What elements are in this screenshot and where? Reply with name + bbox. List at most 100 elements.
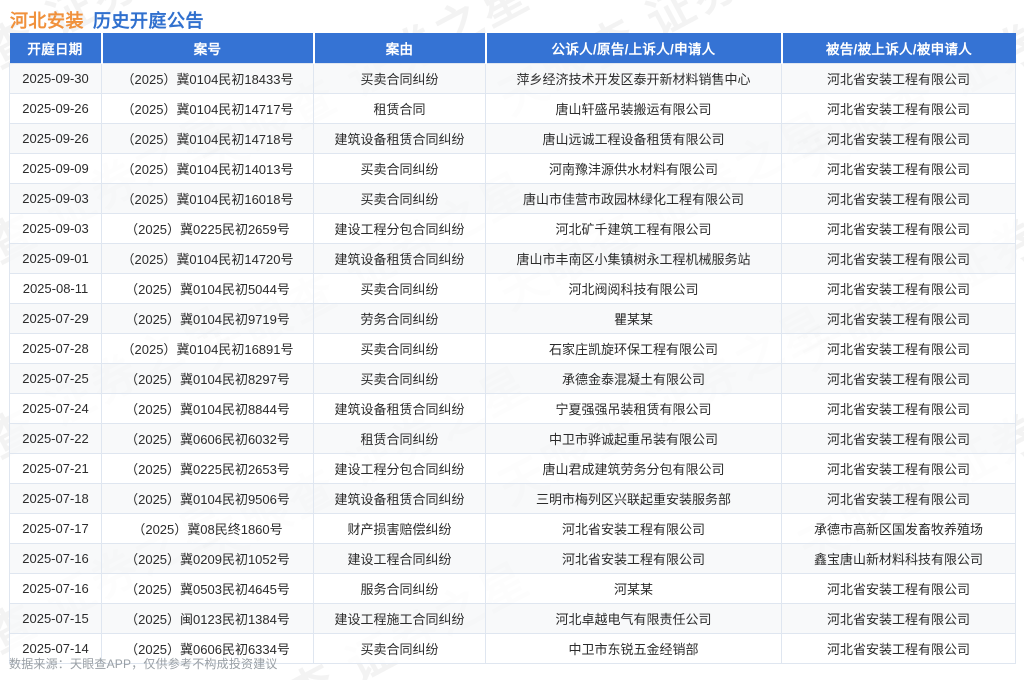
cell-case-cause: 财产损害赔偿纠纷 (313, 513, 486, 544)
cell-plaintiff: 三明市梅列区兴联起重安装服务部 (485, 483, 782, 514)
cell-case-cause: 服务合同纠纷 (313, 573, 486, 604)
table-row[interactable]: 2025-07-14 （2025）冀0606民初6334号 买卖合同纠纷 中卫市东锐五… (9, 633, 1016, 664)
table-row[interactable]: 2025-07-17 （2025）冀08民终1860号 财产损害赔偿纠纷 河北省安装工… (9, 513, 1016, 544)
table-row[interactable]: 2025-07-28 （2025）冀0104民初16891号 买卖合同纠纷 石家庄凯旋… (9, 333, 1016, 364)
cell-defendant: 河北省安装工程有限公司 (781, 333, 1016, 364)
table-row[interactable]: 2025-09-26 （2025）冀0104民初14717号 租赁合同 唐山轩盛吊装搬… (9, 93, 1016, 124)
cell-case-number: （2025）冀0104民初5044号 (101, 273, 314, 304)
table-row[interactable]: 2025-09-03 （2025）冀0225民初2659号 建设工程分包合同纠纷 河北… (9, 213, 1016, 244)
column-header-hearing-date[interactable]: 开庭日期 (9, 33, 103, 64)
cell-hearing-date: 2025-07-17 (9, 513, 102, 544)
table-row[interactable]: 2025-09-09 （2025）冀0104民初14013号 买卖合同纠纷 河南豫沣源… (9, 153, 1016, 184)
column-header-defendant[interactable]: 被告/被上诉人/被申请人 (781, 33, 1016, 64)
cell-hearing-date: 2025-07-21 (9, 453, 102, 484)
cell-defendant: 河北省安装工程有限公司 (781, 63, 1016, 94)
cell-case-number: （2025）闽0123民初1384号 (101, 603, 314, 634)
table-row[interactable]: 2025-07-18 （2025）冀0104民初9506号 建筑设备租赁合同纠纷 三明… (9, 483, 1016, 514)
table-row[interactable]: 2025-07-21 （2025）冀0225民初2653号 建设工程分包合同纠纷 唐山… (9, 453, 1016, 484)
cell-defendant: 河北省安装工程有限公司 (781, 573, 1016, 604)
cell-hearing-date: 2025-07-14 (9, 633, 102, 664)
table-row[interactable]: 2025-09-30 （2025）冀0104民初18433号 买卖合同纠纷 萍乡经济技… (9, 63, 1016, 94)
cell-plaintiff: 石家庄凯旋环保工程有限公司 (485, 333, 782, 364)
cell-hearing-date: 2025-07-16 (9, 573, 102, 604)
table-row[interactable]: 2025-07-16 （2025）冀0503民初4645号 服务合同纠纷 河某某 河北省… (9, 573, 1016, 604)
cell-plaintiff: 唐山远诚工程设备租赁有限公司 (485, 123, 782, 154)
cell-hearing-date: 2025-07-22 (9, 423, 102, 454)
cell-case-cause: 买卖合同纠纷 (313, 363, 486, 394)
cell-plaintiff: 瞿某某 (485, 303, 782, 334)
cell-plaintiff: 唐山市佳营市政园林绿化工程有限公司 (485, 183, 782, 214)
cell-plaintiff: 承德金泰混凝土有限公司 (485, 363, 782, 394)
cell-plaintiff: 河南豫沣源供水材料有限公司 (485, 153, 782, 184)
table-row[interactable]: 2025-07-22 （2025）冀0606民初6032号 租赁合同纠纷 中卫市骅诚起… (9, 423, 1016, 454)
page-title: 河北安装 历史开庭公告 (0, 0, 1024, 31)
cell-case-number: （2025）冀0104民初18433号 (101, 63, 314, 94)
cell-case-cause: 建设工程施工合同纠纷 (313, 603, 486, 634)
cell-plaintiff: 河北省安装工程有限公司 (485, 513, 782, 544)
cell-plaintiff: 中卫市骅诚起重吊装有限公司 (485, 423, 782, 454)
cell-case-cause: 买卖合同纠纷 (313, 183, 486, 214)
cell-case-number: （2025）冀08民终1860号 (101, 513, 314, 544)
cell-case-number: （2025）冀0104民初14720号 (101, 243, 314, 274)
cell-hearing-date: 2025-07-15 (9, 603, 102, 634)
cell-hearing-date: 2025-08-11 (9, 273, 102, 304)
cell-case-cause: 买卖合同纠纷 (313, 63, 486, 94)
column-header-plaintiff[interactable]: 公诉人/原告/上诉人/申请人 (485, 33, 783, 64)
cell-defendant: 河北省安装工程有限公司 (781, 213, 1016, 244)
cell-defendant: 河北省安装工程有限公司 (781, 633, 1016, 664)
cell-case-number: （2025）冀0606民初6032号 (101, 423, 314, 454)
table-row[interactable]: 2025-09-01 （2025）冀0104民初14720号 建筑设备租赁合同纠纷唐… (9, 243, 1016, 274)
table-header: 开庭日期 案号 案由 公诉人/原告/上诉人/申请人 被告/被上诉人/被申请人 (9, 33, 1016, 64)
cell-case-number: （2025）冀0104民初9506号 (101, 483, 314, 514)
cell-plaintiff: 宁夏强强吊装租赁有限公司 (485, 393, 782, 424)
cell-case-number: （2025）冀0225民初2653号 (101, 453, 314, 484)
cell-case-number: （2025）冀0209民初1052号 (101, 543, 314, 574)
cell-defendant: 河北省安装工程有限公司 (781, 123, 1016, 154)
cell-plaintiff: 河北卓越电气有限责任公司 (485, 603, 782, 634)
cell-plaintiff: 中卫市东锐五金经销部 (485, 633, 782, 664)
table-row[interactable]: 2025-07-29 （2025）冀0104民初9719号 劳务合同纠纷 瞿某某 河北省… (9, 303, 1016, 334)
cell-hearing-date: 2025-07-18 (9, 483, 102, 514)
title-main: 历史开庭公告 (93, 11, 204, 31)
cell-case-cause: 建筑设备租赁合同纠纷 (313, 123, 486, 154)
cell-defendant: 河北省安装工程有限公司 (781, 93, 1016, 124)
cell-defendant: 河北省安装工程有限公司 (781, 243, 1016, 274)
cell-defendant: 河北省安装工程有限公司 (781, 153, 1016, 184)
column-header-case-number[interactable]: 案号 (101, 33, 315, 64)
cell-defendant: 鑫宝唐山新材料科技有限公司 (781, 543, 1016, 574)
cell-plaintiff: 河北省安装工程有限公司 (485, 543, 782, 574)
cell-defendant: 河北省安装工程有限公司 (781, 303, 1016, 334)
cell-defendant: 河北省安装工程有限公司 (781, 273, 1016, 304)
cell-hearing-date: 2025-09-30 (9, 63, 102, 94)
cell-case-number: （2025）冀0225民初2659号 (101, 213, 314, 244)
table-row[interactable]: 2025-07-24 （2025）冀0104民初8844号 建筑设备租赁合同纠纷 宁夏… (9, 393, 1016, 424)
cell-plaintiff: 唐山轩盛吊装搬运有限公司 (485, 93, 782, 124)
cell-plaintiff: 萍乡经济技术开发区泰开新材料销售中心 (485, 63, 782, 94)
cell-defendant: 河北省安装工程有限公司 (781, 393, 1016, 424)
cell-hearing-date: 2025-09-26 (9, 93, 102, 124)
cell-case-cause: 建设工程合同纠纷 (313, 543, 486, 574)
cell-case-number: （2025）冀0104民初14717号 (101, 93, 314, 124)
cell-case-number: （2025）冀0104民初8844号 (101, 393, 314, 424)
cell-case-number: （2025）冀0104民初8297号 (101, 363, 314, 394)
cell-case-cause: 买卖合同纠纷 (313, 633, 486, 664)
cell-hearing-date: 2025-09-26 (9, 123, 102, 154)
cell-case-number: （2025）冀0104民初14718号 (101, 123, 314, 154)
cell-defendant: 河北省安装工程有限公司 (781, 603, 1016, 634)
table-row[interactable]: 2025-09-03 （2025）冀0104民初16018号 买卖合同纠纷 唐山市佳营… (9, 183, 1016, 214)
cell-case-cause: 租赁合同 (313, 93, 486, 124)
cell-case-number: （2025）冀0104民初16018号 (101, 183, 314, 214)
table-row[interactable]: 2025-08-11 （2025）冀0104民初5044号 买卖合同纠纷 河北阀阅科技… (9, 273, 1016, 304)
court-announcements-table-wrapper: 开庭日期 案号 案由 公诉人/原告/上诉人/申请人 被告/被上诉人/被申请人 2… (9, 33, 1016, 664)
cell-plaintiff: 唐山君成建筑劳务分包有限公司 (485, 453, 782, 484)
table-row[interactable]: 2025-07-25 （2025）冀0104民初8297号 买卖合同纠纷 承德金泰混凝… (9, 363, 1016, 394)
column-header-case-cause[interactable]: 案由 (313, 33, 487, 64)
table-body: 2025-09-30 （2025）冀0104民初18433号 买卖合同纠纷 萍乡经济技… (9, 63, 1016, 664)
cell-hearing-date: 2025-07-28 (9, 333, 102, 364)
table-row[interactable]: 2025-09-26 （2025）冀0104民初14718号 建筑设备租赁合同纠纷唐… (9, 123, 1016, 154)
table-row[interactable]: 2025-07-16 （2025）冀0209民初1052号 建设工程合同纠纷 河北省安… (9, 543, 1016, 574)
table-row[interactable]: 2025-07-15 （2025）闽0123民初1384号 建设工程施工合同纠纷 河北… (9, 603, 1016, 634)
cell-case-cause: 租赁合同纠纷 (313, 423, 486, 454)
cell-hearing-date: 2025-07-16 (9, 543, 102, 574)
cell-case-cause: 买卖合同纠纷 (313, 273, 486, 304)
